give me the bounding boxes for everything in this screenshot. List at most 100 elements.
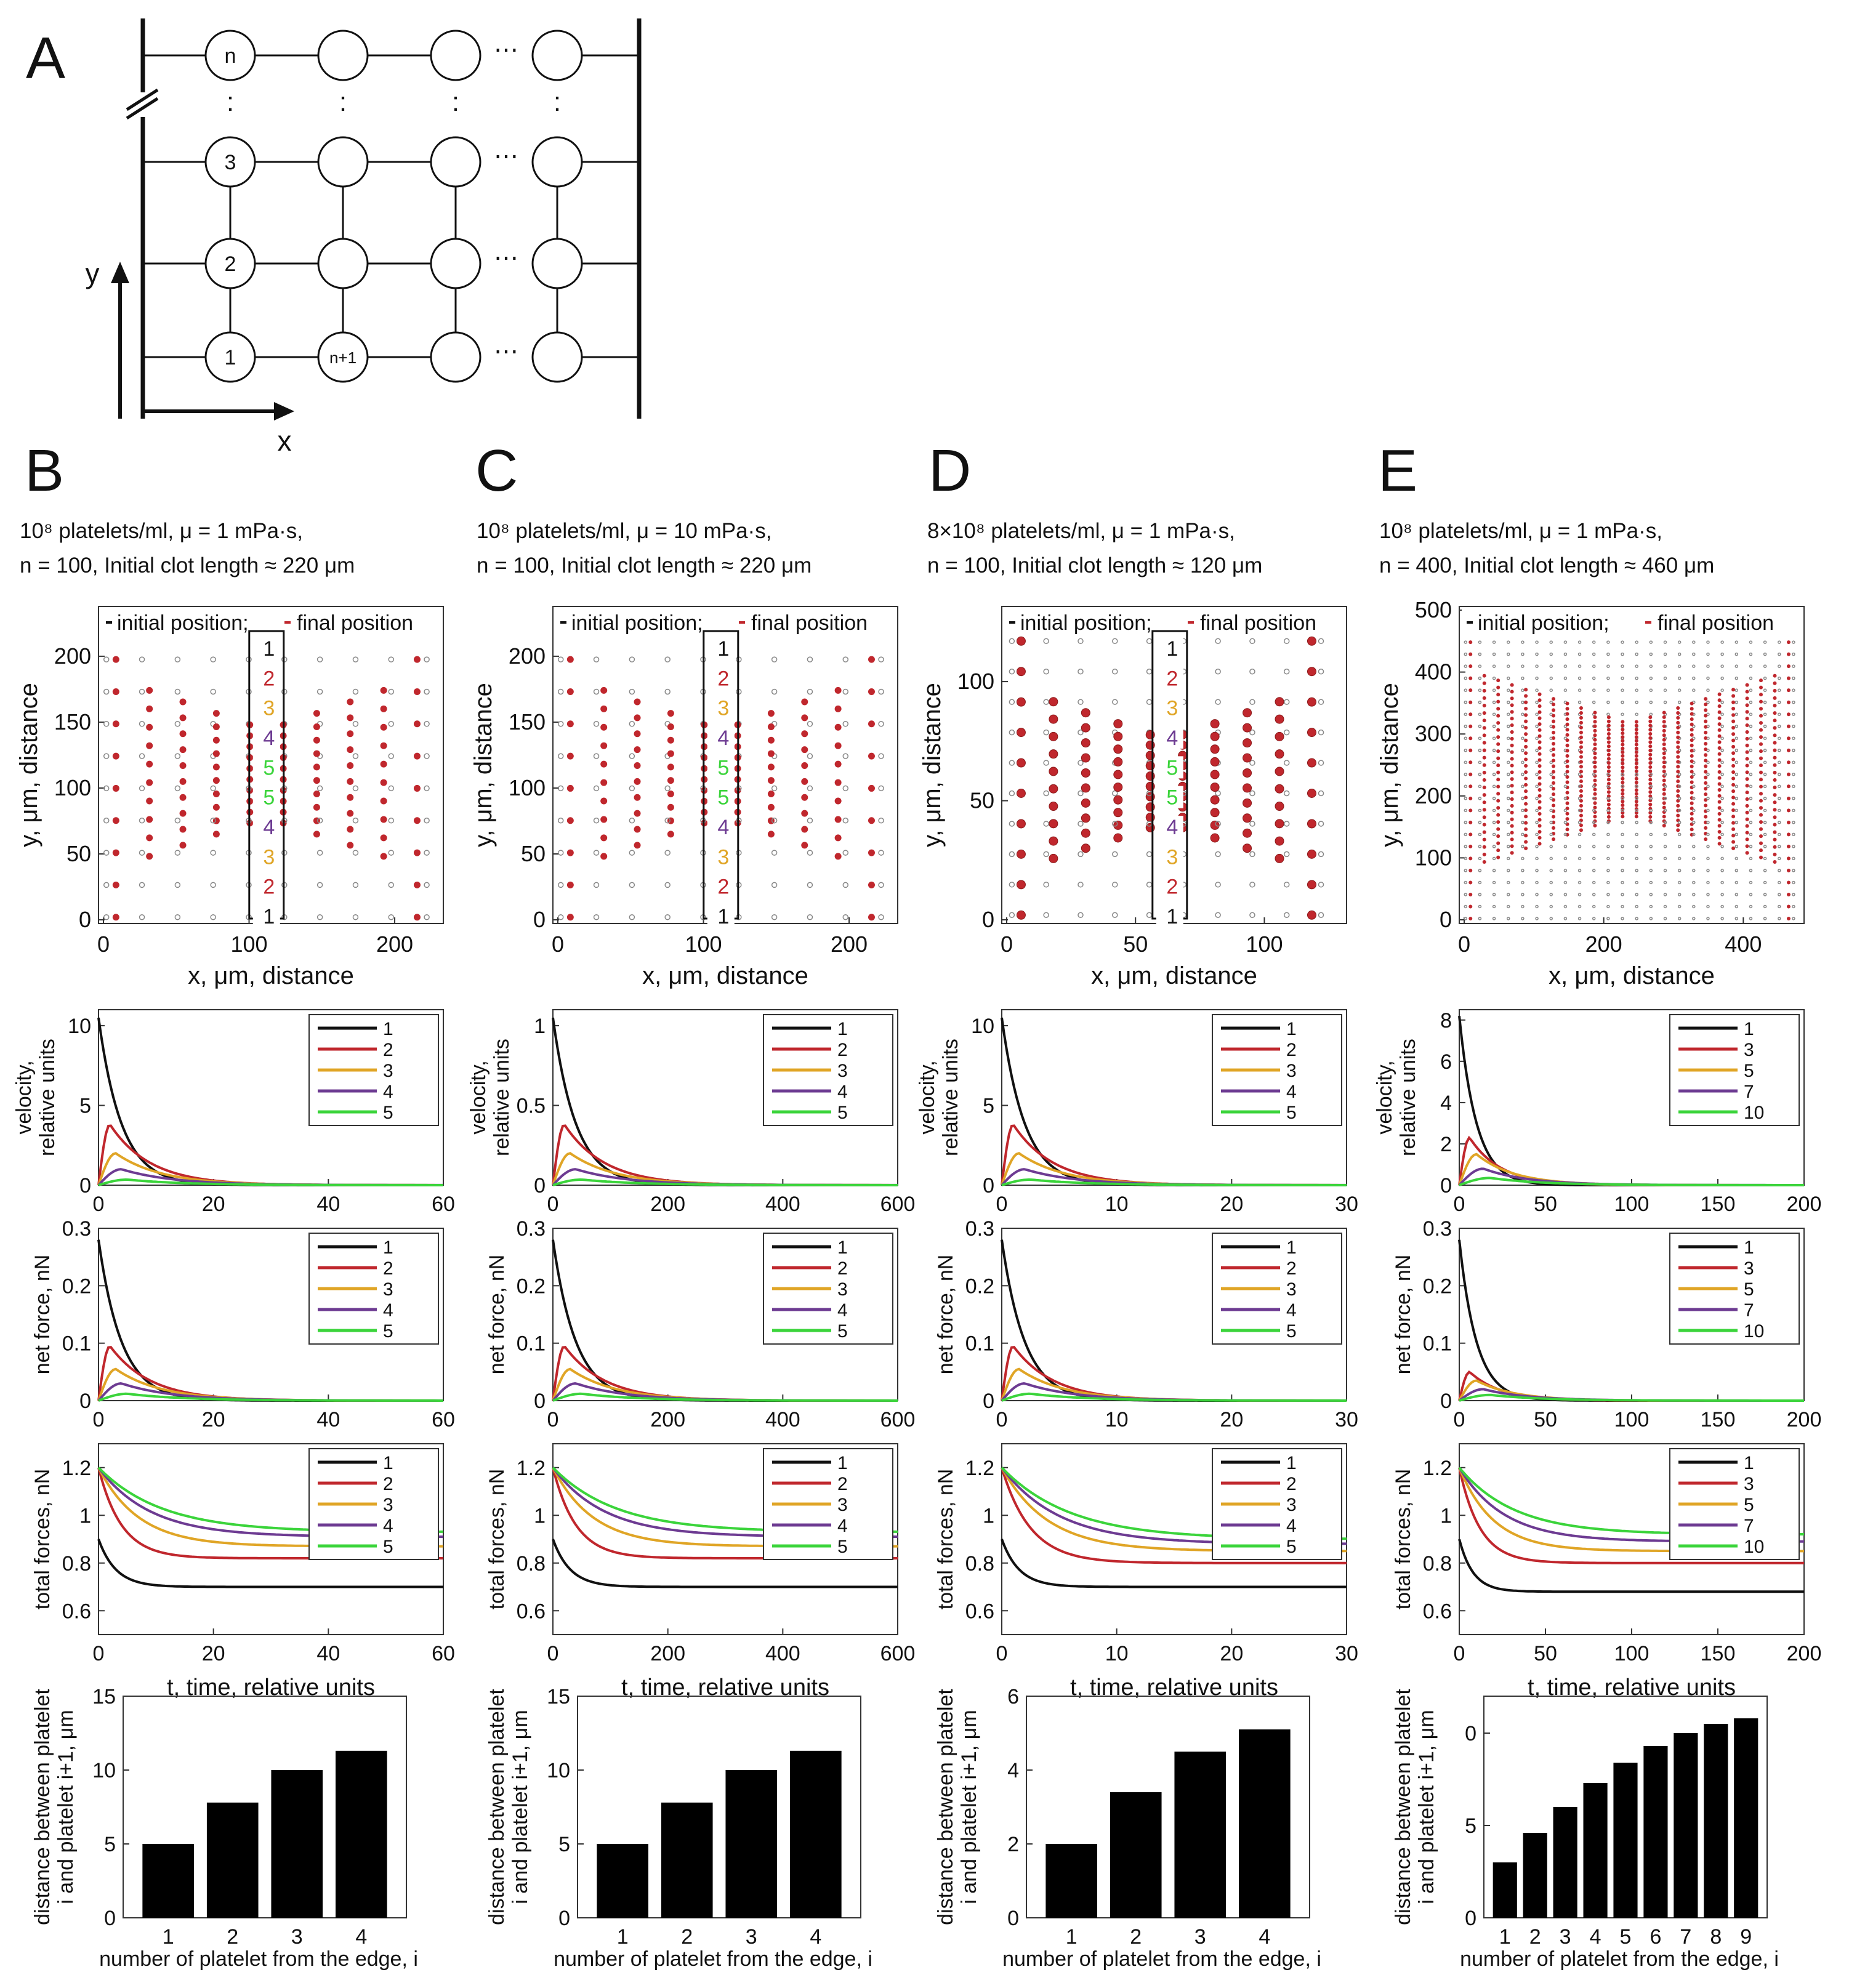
tot-y-label: total forces, nN [1392,1469,1415,1610]
initial-position-marker [1521,773,1525,776]
final-position-marker [1482,748,1486,752]
initial-position-marker [1677,845,1682,848]
initial-position-marker [1749,784,1753,789]
box-label-bg [252,637,280,659]
initial-position-marker [1720,676,1724,680]
final-position-marker [1579,740,1583,744]
initial-position-marker [1215,882,1221,888]
net-x-tick-label: 20 [1220,1408,1243,1431]
panel-a-dots: ⋯ [494,338,518,365]
initial-position-marker [1649,797,1653,800]
vel-y-label: velocity, [12,1060,36,1134]
initial-position-marker [1621,893,1624,896]
initial-position-marker [1734,821,1739,824]
final-position-marker [1731,770,1736,775]
initial-position-marker [1734,773,1739,776]
final-position-marker [1275,853,1284,863]
initial-position-marker [1749,652,1753,656]
final-position-marker [1662,792,1666,796]
final-position-marker [1662,778,1666,783]
initial-position-marker [1009,821,1015,827]
final-position-marker [1621,754,1625,758]
final-position-marker [1593,755,1597,760]
initial-position-marker [1592,773,1596,776]
final-position-marker [1786,760,1791,765]
initial-position-marker [1778,821,1781,824]
initial-position-marker [1464,640,1468,644]
final-position-marker [413,656,421,663]
initial-position-marker [1492,832,1496,837]
final-position-marker [1648,723,1653,728]
initial-position-marker [1792,832,1795,837]
initial-position-marker [1478,664,1482,668]
net-y-tick-label: 0 [1440,1390,1452,1413]
tot-legend-label: 2 [837,1474,848,1494]
initial-position-marker [1706,773,1710,776]
initial-position-marker [1720,700,1724,704]
initial-position-marker [1606,664,1610,668]
initial-position-marker [1649,869,1653,872]
box-platelet-label: 4 [717,726,729,750]
bar-x-label: number of platelet from the edge, i [99,1947,418,1971]
final-position-marker [313,723,320,730]
initial-position-marker [1535,856,1539,861]
initial-position-marker [1464,808,1468,813]
initial-position-marker [807,721,813,727]
bar-6 [1643,1746,1668,1918]
box-platelet-label: 2 [263,875,275,899]
final-position-marker [1468,892,1473,896]
box-label-bg [252,667,280,690]
initial-position-marker [1506,736,1510,740]
final-position-marker [1676,735,1680,739]
initial-position-marker [1318,760,1324,766]
initial-position-marker [1043,760,1049,766]
initial-position-marker [1478,640,1482,644]
initial-position-marker [1606,845,1610,848]
vel-series-5-line [1001,1178,1347,1186]
tot-y-tick-label: 1.2 [965,1457,994,1480]
initial-position-marker [1549,832,1553,837]
vel-x-tick-label: 40 [316,1193,340,1216]
final-position-marker [313,736,320,744]
final-position-marker [634,698,641,706]
bar-plot-frame [123,1696,407,1918]
final-position-marker [1524,744,1528,749]
initial-position-marker [842,818,849,824]
initial-position-marker [1663,676,1667,680]
final-position-marker [1565,701,1569,706]
final-position-marker [1537,740,1542,744]
initial-position-marker [1734,845,1739,848]
final-position-marker [1468,688,1473,693]
final-position-marker [634,794,641,801]
initial-position-marker [1734,724,1739,728]
final-position-marker [1759,806,1763,810]
final-position-marker [1275,836,1284,846]
final-position-marker [1524,719,1528,723]
final-position-marker [1496,749,1501,754]
panel-a-platelet-node [430,238,481,289]
panel-a-platelet-node [204,136,256,188]
initial-position-marker [1606,773,1610,776]
initial-position-marker [1592,880,1596,885]
final-position-marker [1593,715,1597,719]
bar-3 [725,1770,778,1918]
initial-position-marker [1778,917,1781,920]
initial-position-marker [1492,700,1496,704]
final-position-marker [1552,725,1556,729]
final-position-marker [1468,856,1473,861]
initial-position-marker [1606,688,1610,692]
initial-position-marker [1506,869,1510,872]
initial-position-marker [1706,821,1710,824]
initial-position-marker [1549,845,1553,848]
initial-position-marker [1043,912,1049,919]
final-position-marker [1773,748,1777,752]
position-y-tick-label: 0 [1440,907,1452,932]
initial-position-marker [1649,893,1653,896]
initial-position-marker [1663,917,1667,920]
box-label-bg [1156,726,1183,749]
final-position-marker [1704,736,1708,740]
final-position-marker [380,779,387,786]
final-position-marker [1510,723,1514,728]
bar-y-label: distance between platelet [485,1689,509,1925]
position-legend-bg [1462,609,1802,636]
